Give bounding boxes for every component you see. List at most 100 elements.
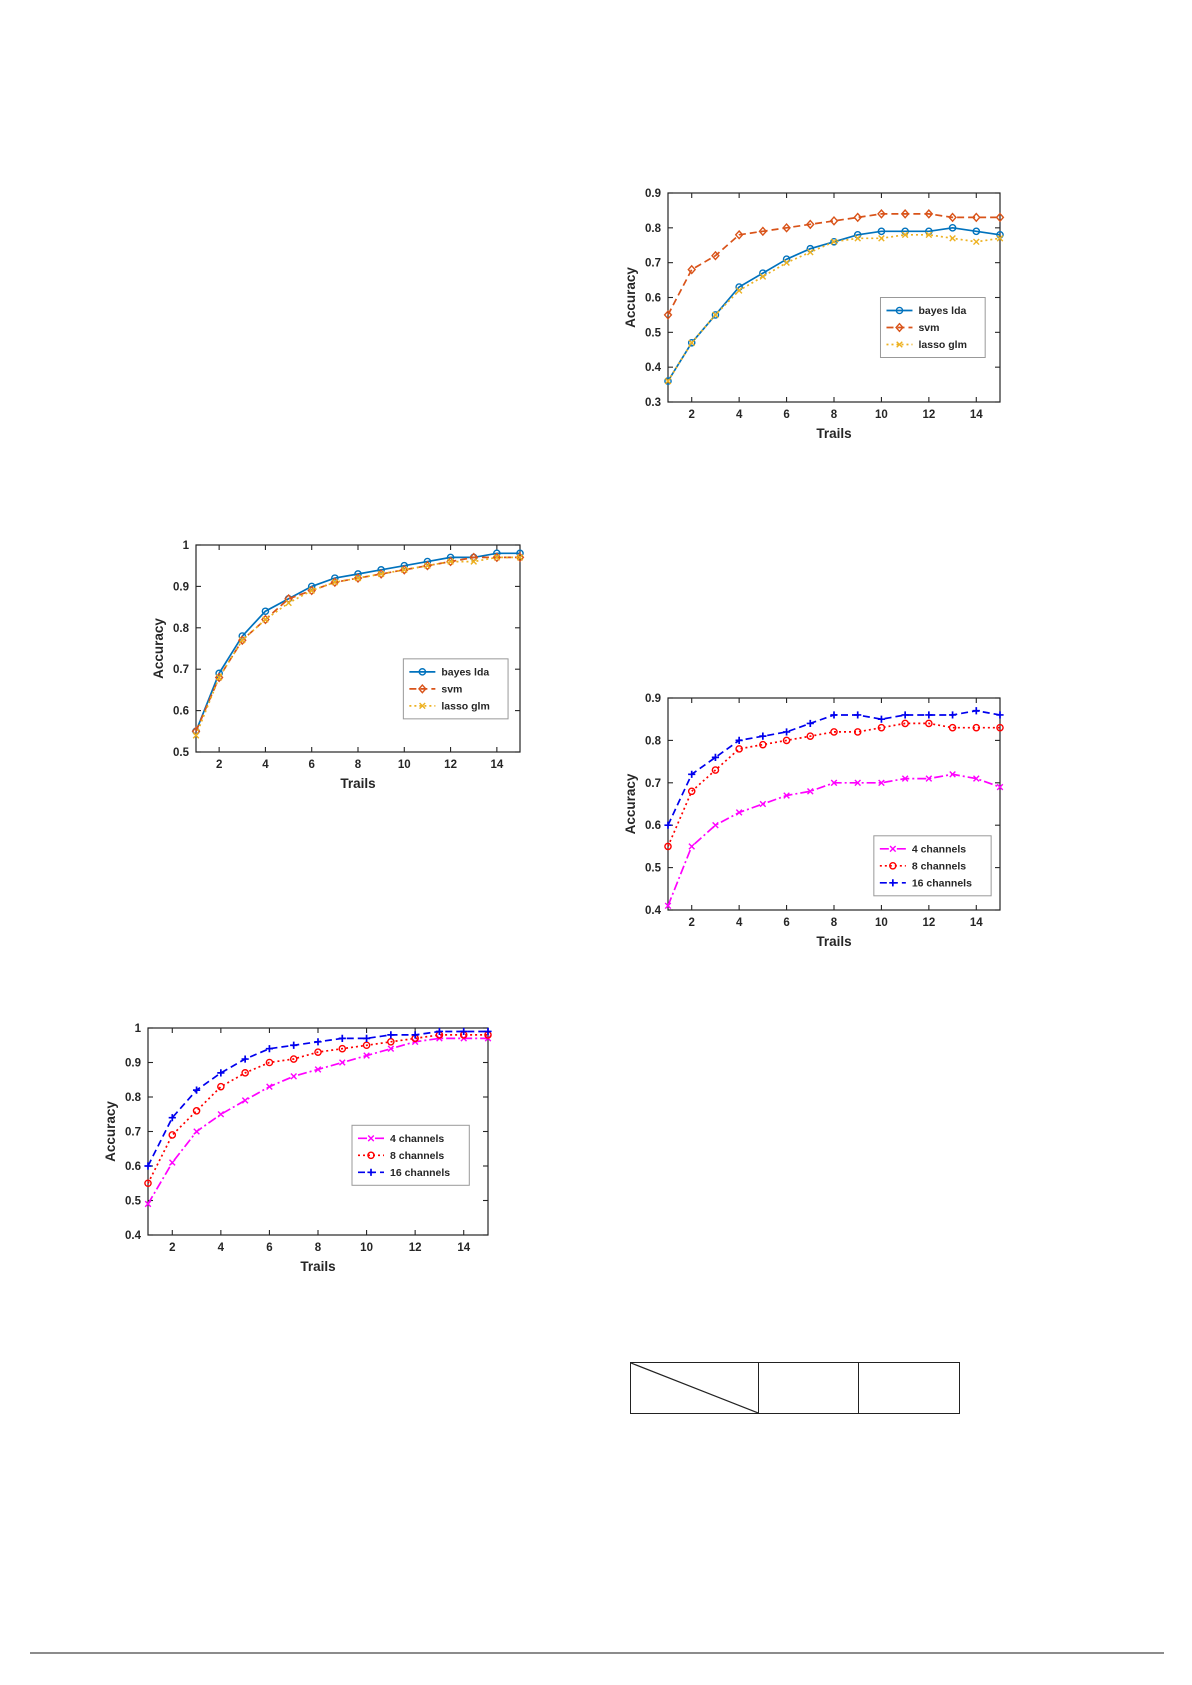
svg-text:0.9: 0.9 [645, 693, 661, 705]
legend-label: bayes lda [918, 305, 966, 317]
legend: 4 channels 8 channels 16 channels [873, 835, 992, 897]
x-axis-label: Trails [816, 934, 851, 949]
y-axis-label: Accuracy [151, 618, 166, 679]
svg-text:8: 8 [831, 917, 838, 929]
y-axis-label: Accuracy [623, 267, 638, 328]
svg-text:2: 2 [689, 917, 695, 929]
svg-text:0.8: 0.8 [125, 1092, 142, 1104]
svg-text:0.9: 0.9 [125, 1058, 141, 1070]
legend-label: 8 channels [390, 1150, 444, 1162]
chart-canvas: 2 4 6 8 10 12 14 0.4 0.5 0.6 0.7 0.8 0.9 Trails Accura… [623, 693, 1004, 949]
legend-label: 8 channels [912, 860, 966, 872]
svg-text:12: 12 [444, 759, 457, 771]
table-cell-1 [758, 1363, 857, 1413]
x-axis-label: Trails [300, 1259, 335, 1274]
series-lasso-glm [192, 554, 524, 739]
page-bottom-rule [30, 1652, 1164, 1654]
svg-text:1: 1 [183, 540, 190, 552]
svg-text:2: 2 [689, 409, 695, 421]
svg-text:0.7: 0.7 [645, 778, 661, 790]
svg-text:0.4: 0.4 [645, 905, 662, 917]
svg-text:12: 12 [922, 917, 935, 929]
svg-text:0.6: 0.6 [645, 820, 661, 832]
svg-text:12: 12 [922, 409, 935, 421]
table-cell-2 [857, 1363, 959, 1413]
svg-text:6: 6 [309, 759, 315, 771]
x-axis-label: Trails [340, 776, 375, 791]
chart-canvas: 2 4 6 8 10 12 14 0.5 0.6 0.7 0.8 0.9 1 Trails Accuracy… [151, 540, 525, 791]
svg-text:0.8: 0.8 [645, 223, 662, 235]
legend-label: lasso glm [918, 339, 966, 351]
svg-text:0.7: 0.7 [173, 664, 189, 676]
series-lasso-glm [664, 231, 1004, 385]
svg-text:0.8: 0.8 [173, 623, 190, 635]
svg-text:14: 14 [970, 409, 983, 421]
svg-text:1: 1 [135, 1023, 142, 1035]
diagonal-line [631, 1363, 758, 1413]
legend-label: svm [441, 683, 462, 695]
series-svm [663, 209, 1005, 320]
svg-text:0.4: 0.4 [125, 1230, 142, 1242]
svg-text:0.5: 0.5 [173, 747, 190, 759]
svg-text:0.7: 0.7 [125, 1127, 141, 1139]
svg-text:2: 2 [216, 759, 222, 771]
table-header-diagonal-cell [631, 1363, 758, 1413]
svg-text:0.6: 0.6 [173, 706, 189, 718]
svg-text:12: 12 [409, 1242, 422, 1254]
svg-text:4: 4 [736, 917, 743, 929]
svg-text:0.9: 0.9 [645, 188, 661, 200]
legend: bayes lda svm lasso glm [402, 658, 509, 720]
chart-channels-accuracy-pooled: 2 4 6 8 10 12 14 0.4 0.5 0.6 0.7 0.8 0.9 1 Trails Accur… [102, 1012, 500, 1281]
series-bayes-lda [192, 549, 524, 736]
x-axis-label: Trails [816, 426, 851, 441]
legend-label: lasso glm [441, 700, 489, 712]
svg-text:8: 8 [355, 759, 362, 771]
svg-text:4: 4 [218, 1242, 225, 1254]
svg-text:0.3: 0.3 [645, 397, 661, 409]
svg-text:0.9: 0.9 [173, 581, 189, 593]
svg-text:0.5: 0.5 [645, 327, 662, 339]
legend-label: 16 channels [912, 877, 972, 889]
chart-canvas: 2 4 6 8 10 12 14 0.3 0.4 0.5 0.6 0.7 0.8 0.9 Trails Acc… [623, 188, 1005, 441]
svg-text:8: 8 [315, 1242, 322, 1254]
empty-comparison-table [630, 1362, 960, 1414]
svg-text:14: 14 [970, 917, 983, 929]
svg-text:14: 14 [490, 759, 503, 771]
svg-text:0.4: 0.4 [645, 362, 662, 374]
svg-text:4: 4 [262, 759, 269, 771]
svg-text:0.6: 0.6 [645, 293, 661, 305]
legend: bayes lda svm lasso glm [879, 297, 986, 358]
svg-text:0.5: 0.5 [125, 1196, 142, 1208]
series-8-channels [664, 719, 1004, 851]
y-axis-label: Accuracy [623, 773, 638, 834]
legend-label: 4 channels [912, 843, 966, 855]
svg-text:10: 10 [875, 409, 888, 421]
svg-text:10: 10 [360, 1242, 373, 1254]
legend-label: 4 channels [390, 1133, 444, 1145]
legend-label: svm [918, 322, 939, 334]
series-16-channels [144, 1027, 492, 1170]
svg-text:8: 8 [831, 409, 838, 421]
svg-text:6: 6 [783, 409, 789, 421]
legend-label: bayes lda [441, 666, 489, 678]
svg-text:2: 2 [169, 1242, 175, 1254]
svg-text:0.7: 0.7 [645, 258, 661, 270]
series-4-channels [664, 771, 1004, 910]
svg-text:0.6: 0.6 [125, 1161, 141, 1173]
svg-text:10: 10 [875, 917, 888, 929]
chart-channels-accuracy-subject: 2 4 6 8 10 12 14 0.4 0.5 0.6 0.7 0.8 0.9 Trails Accura… [622, 682, 1012, 956]
legend: 4 channels 8 channels 16 channels [351, 1124, 470, 1186]
chart-classifier-accuracy-subject: 2 4 6 8 10 12 14 0.3 0.4 0.5 0.6 0.7 0.8 0.9 Trails Acc… [622, 177, 1012, 448]
svg-text:6: 6 [266, 1242, 272, 1254]
svg-text:0.8: 0.8 [645, 735, 662, 747]
chart-classifier-accuracy-pooled: 2 4 6 8 10 12 14 0.5 0.6 0.7 0.8 0.9 1 Trails Accuracy… [150, 529, 532, 798]
chart-canvas: 2 4 6 8 10 12 14 0.4 0.5 0.6 0.7 0.8 0.9 1 Trails Accur… [103, 1023, 492, 1274]
series-16-channels [664, 707, 1004, 829]
svg-text:6: 6 [783, 917, 789, 929]
svg-text:0.5: 0.5 [645, 863, 662, 875]
svg-text:4: 4 [736, 409, 743, 421]
y-axis-label: Accuracy [103, 1101, 118, 1162]
svg-text:10: 10 [398, 759, 411, 771]
legend-label: 16 channels [390, 1167, 450, 1179]
